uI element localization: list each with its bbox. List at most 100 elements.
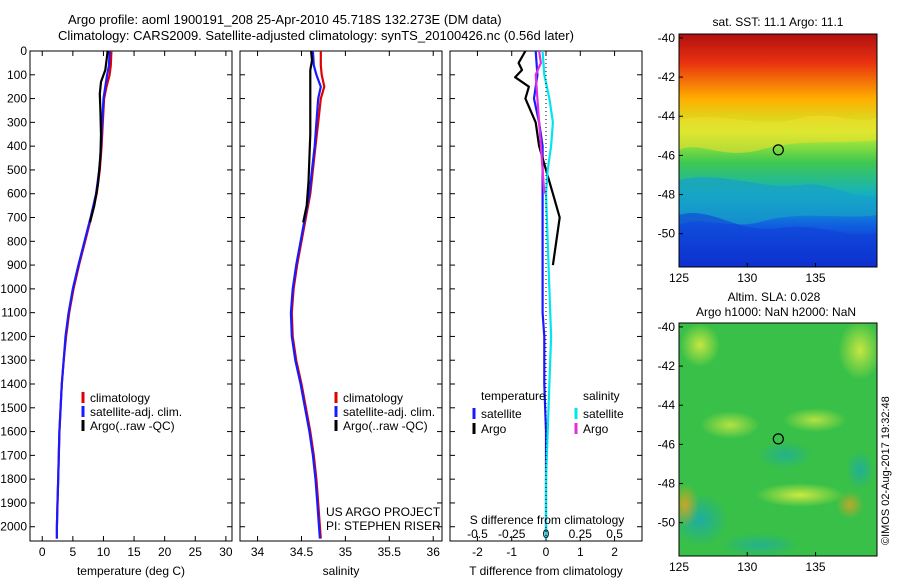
sst-map-xtick-label: 130 bbox=[737, 271, 757, 285]
temperature-panel-xtick-label: 30 bbox=[219, 545, 233, 559]
sla-map-xtick-label: 135 bbox=[806, 560, 826, 574]
plot-title-line1: Argo profile: aoml 1900191_208 25-Apr-20… bbox=[68, 12, 502, 27]
sla-image bbox=[679, 323, 877, 556]
depth-tick-label: 900 bbox=[7, 258, 27, 272]
sst-map-xtick-label: 135 bbox=[806, 271, 826, 285]
salinity-panel-legend-label: satellite-adj. clim. bbox=[343, 405, 435, 419]
salinity-panel-series-2 bbox=[302, 50, 314, 223]
temperature-panel-xtick-label: 0 bbox=[39, 545, 46, 559]
temperature-panel-xtick-label: 15 bbox=[127, 545, 141, 559]
salinity-panel-xlabel: salinity bbox=[323, 564, 360, 578]
difference-panel-xtick-label: -2 bbox=[472, 545, 483, 559]
temperature-panel-series-2 bbox=[88, 50, 109, 223]
depth-tick-label: 800 bbox=[7, 234, 27, 248]
salinity-panel-legend-label: Argo(..raw -QC) bbox=[343, 419, 428, 433]
diff-legend-label: satellite bbox=[583, 407, 624, 421]
temperature-panel-xtick-label: 25 bbox=[189, 545, 203, 559]
salinity-panel-xtick-label: 34 bbox=[251, 545, 265, 559]
difference-panel-xtick-label: -1 bbox=[506, 545, 517, 559]
sst-image bbox=[679, 34, 877, 267]
salinity-panel-xtick-label: 35.5 bbox=[378, 545, 402, 559]
depth-tick-label: 0 bbox=[20, 44, 27, 58]
sst-map-title: sat. SST: 11.1 Argo: 11.1 bbox=[713, 15, 844, 29]
temperature-panel-xlabel: temperature (deg C) bbox=[77, 564, 185, 578]
temperature-panel-legend-label: Argo(..raw -QC) bbox=[90, 419, 175, 433]
diff-s-tick-label: 0.5 bbox=[606, 527, 623, 541]
depth-tick-label: 1500 bbox=[0, 401, 27, 415]
sla-map-xtick-label: 130 bbox=[737, 560, 757, 574]
temperature-panel-xtick-label: 20 bbox=[158, 545, 172, 559]
sla-map-ytick-label: -44 bbox=[658, 398, 676, 412]
difference-panel-series-2 bbox=[541, 50, 555, 539]
panel-salinity-panel: 34 34.5 35 35.5 36 salinity bbox=[239, 50, 443, 578]
sst-map-axes: 125 130 135 -40 -42 -44 -46 -48 -50 bbox=[658, 31, 878, 285]
diff-legend-label: satellite bbox=[481, 407, 522, 421]
depth-tick-label: 700 bbox=[7, 211, 27, 225]
salinity-panel-xtick-label: 35 bbox=[339, 545, 353, 559]
temperature-panel-xtick-label: 5 bbox=[70, 545, 77, 559]
difference-panel-xtick-label: 1 bbox=[577, 545, 584, 559]
diff-legend-title: salinity bbox=[583, 389, 620, 403]
depth-tick-label: 1000 bbox=[0, 282, 27, 296]
salinity-panel-legend-label: climatology bbox=[343, 391, 403, 405]
sst-map-argo-marker bbox=[772, 144, 784, 156]
sla-map-xtick-label: 125 bbox=[669, 560, 689, 574]
diff-s-tick-label: 0.25 bbox=[569, 527, 593, 541]
temperature-panel-xtick-label: 10 bbox=[97, 545, 111, 559]
sst-map-frame bbox=[678, 33, 878, 268]
difference-panel-series-1 bbox=[513, 50, 561, 266]
salinity-panel-series-1 bbox=[289, 50, 322, 539]
depth-tick-label: 500 bbox=[7, 163, 27, 177]
difference-panel-xtick-label: 2 bbox=[611, 545, 618, 559]
sla-map-ytick-label: -42 bbox=[658, 359, 676, 373]
depth-tick-label: 100 bbox=[7, 68, 27, 82]
depth-tick-label: 300 bbox=[7, 115, 27, 129]
sst-map-ytick-label: -46 bbox=[658, 148, 676, 162]
plot-title-line2: Climatology: CARS2009. Satellite-adjuste… bbox=[58, 28, 574, 43]
depth-tick-label: 400 bbox=[7, 139, 27, 153]
temperature-panel-legend-label: climatology bbox=[90, 391, 150, 405]
depth-tick-label: 1100 bbox=[1, 306, 27, 320]
salinity-panel-series-0 bbox=[290, 51, 326, 539]
sst-map-ytick-label: -44 bbox=[658, 109, 676, 123]
project-annotation: US ARGO PROJECT bbox=[326, 505, 441, 519]
diff-s-tick-label: -0.5 bbox=[467, 527, 488, 541]
salinity-panel-xtick-label: 36 bbox=[427, 545, 441, 559]
depth-tick-label: 1200 bbox=[0, 329, 27, 343]
sla-map-title-line2: Argo h1000: NaN h2000: NaN bbox=[696, 305, 856, 319]
sst-map-xtick-label: 125 bbox=[669, 271, 689, 285]
temperature-panel-legend-label: satellite-adj. clim. bbox=[90, 405, 182, 419]
sla-map-ytick-label: -48 bbox=[658, 477, 676, 491]
depth-tick-label: 200 bbox=[7, 92, 27, 106]
depth-tick-label: 1400 bbox=[0, 377, 27, 391]
salinity-panel-xtick-label: 34.5 bbox=[290, 545, 314, 559]
difference-panel-xtick-label: 0 bbox=[543, 545, 550, 559]
sla-map-frame bbox=[678, 322, 878, 557]
project-annotation: PI: STEPHEN RISER bbox=[326, 519, 441, 533]
diff-legend-label: Argo bbox=[481, 422, 507, 436]
sst-map-ytick-label: -42 bbox=[658, 70, 676, 84]
temperature-panel-series-1 bbox=[55, 50, 111, 539]
sla-map-axes: 125 130 135 -40 -42 -44 -46 -48 -50 bbox=[658, 320, 878, 574]
sst-map-ytick-label: -40 bbox=[658, 31, 676, 45]
difference-panel-series-0 bbox=[532, 50, 548, 539]
diff-s-axis-label: S difference from climatology bbox=[470, 513, 625, 527]
sst-map-ytick-label: -50 bbox=[658, 227, 676, 241]
sla-map-ytick-label: -50 bbox=[658, 516, 676, 530]
panel-difference-panel: -2 -1 0 1 2 T difference from climatology bbox=[449, 50, 643, 578]
depth-tick-label: 600 bbox=[7, 187, 27, 201]
diff-s-tick-label: -0.25 bbox=[498, 527, 526, 541]
depth-tick-label: 1600 bbox=[0, 425, 27, 439]
depth-tick-label: 1900 bbox=[0, 496, 27, 510]
temperature-panel-series-0 bbox=[55, 50, 113, 539]
depth-tick-label: 1300 bbox=[0, 353, 27, 367]
temperature-panel-frame bbox=[29, 50, 233, 542]
sla-map-title-line1: Altim. SLA: 0.028 bbox=[728, 290, 821, 304]
sla-map-argo-marker bbox=[772, 433, 784, 445]
panel-temperature-panel: 0 5 10 15 20 25 30 temperature (deg C) bbox=[29, 50, 233, 578]
diff-s-tick-label: 0 bbox=[543, 527, 550, 541]
difference-panel-series-3 bbox=[534, 50, 546, 194]
depth-tick-label: 2000 bbox=[0, 520, 27, 534]
sla-map-ytick-label: -40 bbox=[658, 320, 676, 334]
